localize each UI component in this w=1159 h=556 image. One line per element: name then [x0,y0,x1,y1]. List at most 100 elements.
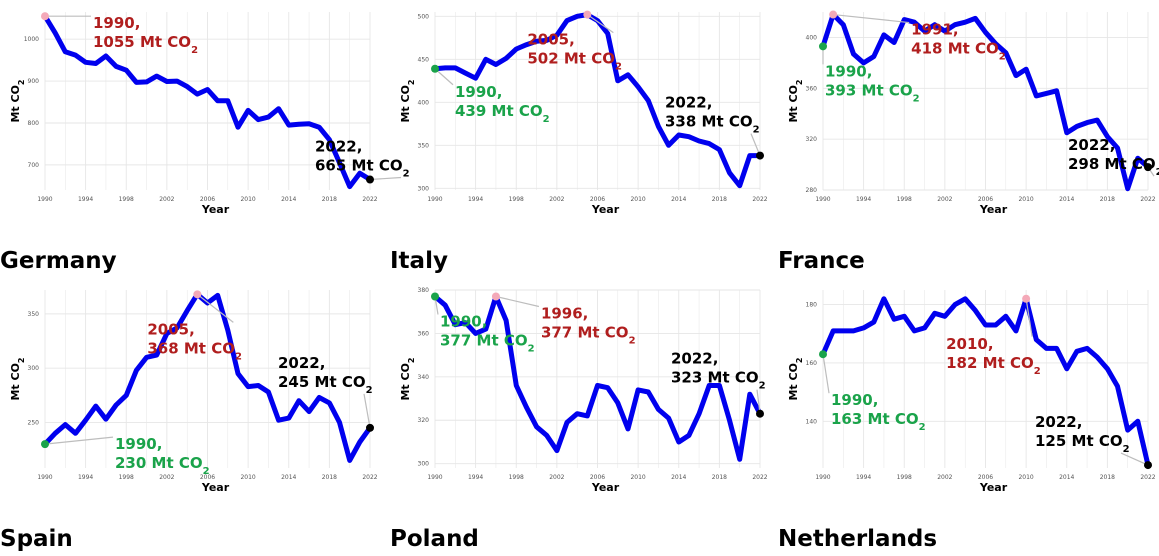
country-title: Poland [390,526,479,552]
subscript-2: 2 [203,466,210,477]
point-marker-start [431,64,439,73]
line-chart: 280 320 360 400 1990 1994 1998 2002 2006 2010 2014… [787,10,1159,216]
line-chart: 700 800 900 1000 1990 1994 1998 2002 2006 2010 201… [9,12,410,216]
x-tick-label: 1998 [509,474,524,481]
annotation-end-line: 2022, [671,350,718,368]
x-tick-label: 1994 [468,474,483,481]
point-marker-end [756,151,764,160]
annotation-start: 1990, 393 Mt CO2 [825,62,920,104]
annotation-start-line: 439 Mt CO2 [455,102,550,125]
point-marker-start [819,350,827,359]
annotation-end-line: 2022, [315,138,362,156]
y-tick-label: 400 [418,99,430,106]
annotation-max-line: 418 Mt CO2 [911,40,1006,63]
point-marker-max [829,10,838,19]
subscript-2: 2 [753,124,760,135]
x-tick-label: 2022 [362,196,377,203]
x-tick-label: 2006 [200,474,215,481]
annotation-max-line: 1055 Mt CO2 [93,33,198,56]
subscript-2: 2 [543,113,550,124]
x-axis-label: Year [979,203,1008,216]
x-tick-label: 2014 [1059,474,1074,481]
annotation-max: 1990, 1055 Mt CO2 [93,14,198,56]
subscript-2: 2 [407,79,416,85]
annotation-leader-start [822,354,830,394]
x-tick-label: 2006 [590,196,605,203]
y-tick-label: 700 [28,162,40,169]
annotation-leader-end [756,389,761,414]
gridlines [44,290,371,468]
subscript-2: 2 [403,168,410,179]
gridlines [822,290,1149,468]
x-tick-label: 2006 [978,196,993,203]
y-tick-label: 320 [418,417,430,424]
point-marker-max [1022,294,1031,303]
annotation-max: 1996, 377 Mt CO2 [541,305,636,347]
annotation-max: 2005, 368 Mt CO2 [147,320,242,362]
annotation-leader-max [495,295,540,308]
x-tick-label: 2018 [322,196,337,203]
annotation-end: 2022, 338 Mt CO2 [665,94,760,136]
gridlines [434,289,761,468]
annotation-start-line: 230 Mt CO2 [115,454,210,477]
annotation-max-line: 368 Mt CO2 [147,339,242,362]
y-tick-label: 340 [418,374,430,381]
x-tick-label: 2018 [1100,474,1115,481]
annotation-start-line: 1990, [825,62,872,80]
subscript-2: 2 [366,384,373,395]
point-marker-end [366,423,374,432]
x-tick-label: 2010 [630,196,645,203]
chart-panel-netherlands: 140 160 180 1990 1994 1998 2002 2006 2010 2014 201… [778,278,1159,556]
y-axis-label: Mt CO2 [9,79,26,122]
annotation-max-line: 1996, [541,305,588,323]
x-tick-label: 2014 [671,196,686,203]
x-tick-label: 2022 [752,474,767,481]
x-tick-label: 2014 [671,474,686,481]
annotation-leader-max [196,293,234,323]
annotation-end-line: 2022, [1035,413,1082,431]
annotation-start-line: 393 Mt CO2 [825,81,920,104]
y-tick-label: 160 [806,360,818,367]
annotation-start: 1990, 377 Mt CO2 [440,313,535,355]
x-tick-label: 1994 [78,474,93,481]
x-tick-label: 2010 [1018,196,1033,203]
y-tick-label: 450 [418,56,430,63]
annotation-max-line: 502 Mt CO2 [527,50,622,73]
annotation-start-line: 163 Mt CO2 [831,410,926,433]
annotation-max: 2010, 182 Mt CO2 [946,335,1041,377]
annotation-start: 1990, 163 Mt CO2 [831,391,926,433]
x-tick-label: 2022 [752,196,767,203]
y-tick-label: 380 [418,287,430,294]
y-tick-label: 350 [28,311,40,318]
annotation-leader-max [587,14,614,34]
gridlines [822,12,1149,191]
y-tick-label: 140 [806,418,818,425]
point-marker-end [366,175,374,184]
annotation-max: 1991, 418 Mt CO2 [911,21,1006,63]
point-marker-max [583,10,592,19]
x-tick-label: 1998 [119,196,134,203]
point-marker-start [431,292,439,301]
y-axis-label: Mt CO2 [399,79,416,122]
x-tick-label: 2018 [712,474,727,481]
x-axis-label: Year [201,481,230,494]
chart-panel-italy: 300 350 400 450 500 1990 1994 1998 2002 2006 2010 2… [390,0,776,278]
x-tick-label: 2006 [200,196,215,203]
annotation-start: 1990, 439 Mt CO2 [455,83,550,125]
subscript-2: 2 [795,357,804,363]
y-axis-label: Mt CO2 [9,357,26,400]
line-chart: 300 320 340 360 380 1990 1994 1998 2002 2006 2010 2… [399,287,768,494]
annotation-end: 2022, 323 Mt CO2 [671,350,766,392]
point-marker-max [41,12,49,21]
annotation-end-line: 2022, [1068,136,1115,154]
x-tick-label: 2010 [240,474,255,481]
annotation-leader-max [833,13,910,24]
line-chart: 140 160 180 1990 1994 1998 2002 2006 2010 2014 201… [787,290,1156,494]
x-tick-label: 1990 [427,474,442,481]
line-chart: 300 350 400 450 500 1990 1994 1998 2002 2006 2010 2… [399,10,768,216]
annotation-leader-max [1025,298,1033,337]
country-title: Netherlands [778,526,938,552]
point-marker-start [819,42,827,51]
x-tick-label: 2002 [159,196,174,203]
